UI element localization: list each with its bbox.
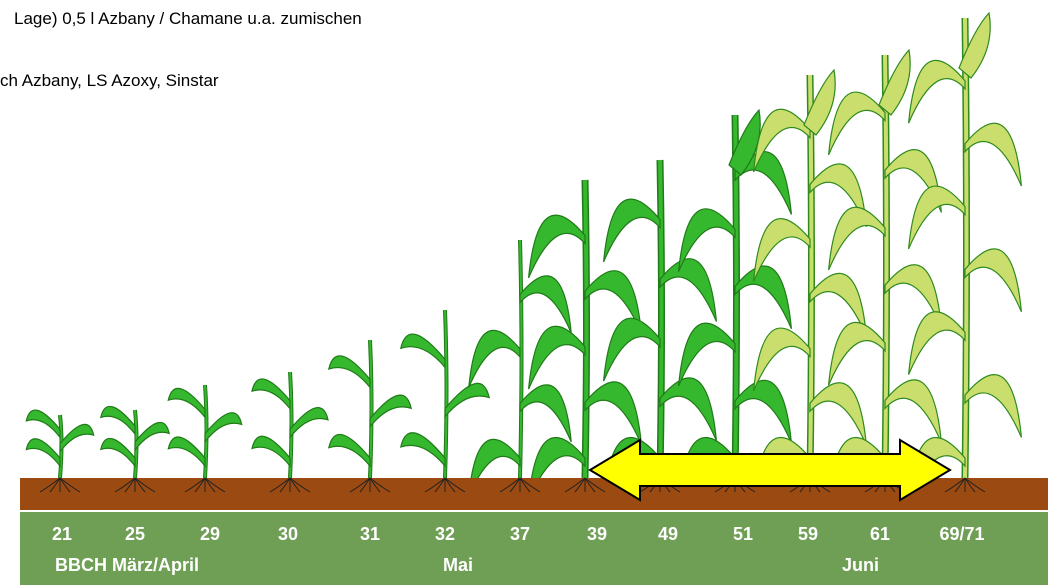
stage-code: 49 <box>658 524 678 544</box>
leaf <box>135 422 169 450</box>
leaf <box>370 395 411 427</box>
stem-fill <box>585 180 587 478</box>
leaf <box>520 276 571 333</box>
leaf <box>735 380 791 443</box>
leaf <box>909 60 965 123</box>
stage-code: 39 <box>587 524 607 544</box>
leaf <box>965 123 1021 186</box>
stage-code: 32 <box>435 524 455 544</box>
period-label: Mai <box>443 555 473 575</box>
leaf <box>101 406 135 434</box>
note-line: Lage) 0,5 l Azbany / Chamane u.a. zumisc… <box>14 9 362 28</box>
leaf <box>810 383 866 446</box>
leaf <box>401 433 445 466</box>
leaf <box>469 330 520 387</box>
leaf <box>604 199 660 262</box>
leaf <box>735 266 791 329</box>
leaf <box>101 438 135 466</box>
leaf <box>965 249 1021 312</box>
leaf <box>26 439 60 466</box>
leaf <box>529 326 585 389</box>
stage-code: 59 <box>798 524 818 544</box>
leaf <box>205 413 242 442</box>
leaf <box>445 383 489 416</box>
diagram: Lage) 0,5 l Azbany / Chamane u.a. zumisc… <box>0 0 1048 585</box>
leaf <box>660 259 716 322</box>
leaf <box>829 207 885 270</box>
leaf <box>909 312 965 375</box>
plant <box>252 372 328 478</box>
stem-fill <box>660 160 662 478</box>
stage-code: 31 <box>360 524 380 544</box>
plant <box>101 406 169 478</box>
stage-code: 51 <box>733 524 753 544</box>
leaf <box>329 434 370 466</box>
stage-code: 25 <box>125 524 145 544</box>
leaf <box>829 92 885 155</box>
leaf <box>329 356 370 388</box>
stage-code: 37 <box>510 524 530 544</box>
stage-code: 30 <box>278 524 298 544</box>
leaf <box>965 375 1021 438</box>
stage-code: 61 <box>870 524 890 544</box>
leaf <box>585 382 641 445</box>
leaf <box>520 385 571 442</box>
leaf <box>660 378 716 441</box>
leaf <box>885 380 941 443</box>
period-label: BBCH März/April <box>55 555 199 575</box>
plant <box>401 310 489 478</box>
leaf <box>252 436 290 466</box>
leaf <box>290 408 328 438</box>
plant <box>168 385 241 478</box>
leaf <box>829 322 885 385</box>
leaf <box>909 186 965 249</box>
plant <box>909 13 1022 500</box>
period-label: Juni <box>842 555 879 575</box>
leaf <box>168 437 205 466</box>
plant <box>26 410 93 478</box>
stage-code: 69/71 <box>939 524 984 544</box>
leaf <box>168 388 205 417</box>
leaf <box>529 215 585 278</box>
plant <box>329 340 411 478</box>
leaf <box>401 334 445 367</box>
leaf <box>26 410 60 437</box>
growth-stage-diagram: Lage) 0,5 l Azbany / Chamane u.a. zumisc… <box>0 0 1048 585</box>
note-line: ch Azbany, LS Azoxy, Sinstar <box>0 71 219 90</box>
stage-code: 21 <box>52 524 72 544</box>
leaf <box>604 318 660 381</box>
leaf <box>679 323 735 386</box>
leaf <box>252 379 290 409</box>
stage-code: 29 <box>200 524 220 544</box>
leaf <box>60 424 94 451</box>
